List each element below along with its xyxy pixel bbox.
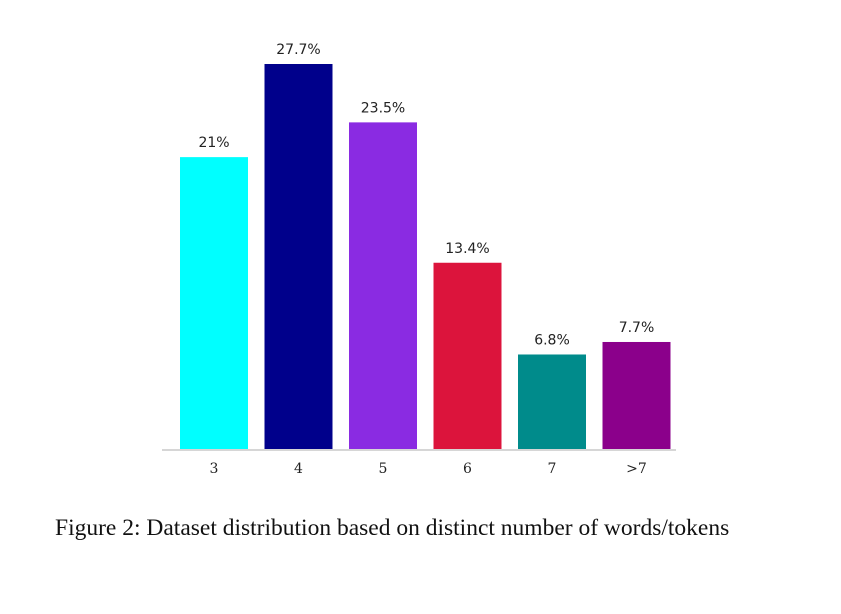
x-tick-label: >7	[626, 461, 647, 477]
bar-3	[180, 157, 248, 449]
bar-6	[433, 262, 502, 449]
bar-4	[264, 64, 333, 449]
x-tick-label: 4	[294, 461, 303, 477]
bar-5	[349, 122, 417, 449]
bar-value-label: 7.7%	[619, 320, 655, 336]
x-tick-label: 3	[210, 461, 219, 477]
x-tick-labels: 3 4 5 6 7 >7	[210, 461, 647, 477]
bar-value-label: 6.8%	[534, 332, 570, 348]
value-labels: 21% 27.7% 23.5% 13.4% 6.8% 7.7%	[198, 42, 654, 348]
bar-gt7	[602, 341, 671, 449]
bars	[180, 64, 671, 449]
x-tick-label: 7	[548, 461, 557, 477]
bar-chart: 21% 27.7% 23.5% 13.4% 6.8% 7.7% 3 4 5 6 7 >7	[162, 42, 676, 477]
bar-7	[518, 354, 586, 449]
bar-value-label: 13.4%	[445, 241, 489, 257]
bar-value-label: 21%	[198, 135, 229, 151]
bar-value-label: 23.5%	[361, 100, 405, 116]
cropped-adjacent-column-text	[836, 20, 841, 600]
bar-value-label: 27.7%	[276, 42, 320, 58]
figure-caption: Figure 2: Dataset distribution based on …	[55, 515, 730, 541]
x-tick-label: 5	[379, 461, 388, 477]
x-tick-label: 6	[463, 461, 472, 477]
